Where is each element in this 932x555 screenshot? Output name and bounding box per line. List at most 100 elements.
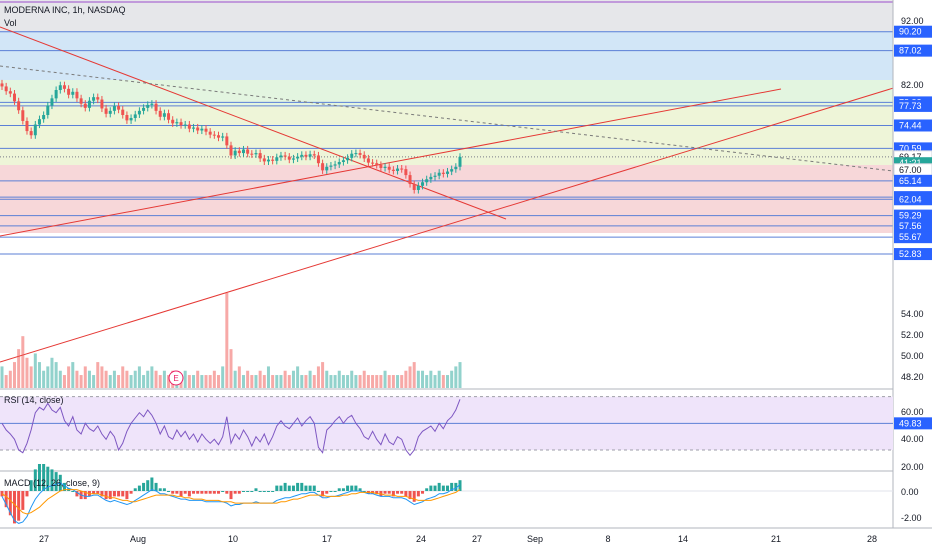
price-axis-label: 52.00 — [901, 330, 924, 340]
price-axis[interactable]: 92.00 82.00 54.00 52.00 50.00 48.20 60.00 40.00… — [901, 16, 924, 523]
volume-bar — [400, 375, 404, 388]
candle — [29, 131, 33, 136]
candle — [17, 101, 21, 111]
volume-bar — [200, 375, 204, 388]
volume-bar — [437, 370, 441, 388]
candle — [350, 153, 354, 158]
volume-bar — [341, 375, 345, 388]
volume-bar — [92, 375, 96, 388]
macd-histogram-bar — [358, 488, 362, 491]
macd-pane[interactable] — [0, 464, 893, 524]
time-axis[interactable]: 27 Aug 10 17 24 27 Sep 8 14 21 28 — [39, 534, 877, 544]
price-tag-label: 59.29 — [899, 211, 922, 221]
earnings-marker[interactable]: E — [168, 370, 184, 386]
macd-histogram-bar — [229, 491, 233, 500]
candle — [46, 105, 50, 116]
macd-histogram-bar — [46, 466, 50, 491]
price-tag-label: 69.17 — [899, 152, 922, 162]
macd-histogram-bar — [446, 485, 450, 491]
macd-histogram-bar — [458, 480, 462, 491]
svg-text:E: E — [173, 374, 178, 383]
macd-histogram-bar — [329, 491, 333, 492]
volume-bar — [71, 362, 75, 388]
macd-histogram-bar — [316, 491, 320, 492]
volume-bar — [287, 375, 291, 388]
volume-label: Vol — [4, 18, 17, 28]
volume-bar — [375, 375, 379, 388]
candle — [225, 136, 229, 146]
volume-bar — [37, 362, 41, 388]
macd-histogram-bar — [225, 491, 229, 494]
candle — [62, 85, 66, 89]
macd-histogram-bar — [262, 491, 266, 492]
macd-histogram-bar — [221, 491, 225, 492]
candle — [450, 169, 454, 172]
macd-histogram-bar — [196, 491, 200, 494]
volume-bar — [87, 370, 91, 388]
macd-histogram-bar — [154, 482, 158, 491]
volume-bar — [62, 375, 66, 388]
volume-bar — [404, 370, 408, 388]
price-tag-label: 52.83 — [899, 249, 922, 259]
chart-title: MODERNA INC, 1h, NASDAQ — [4, 5, 126, 15]
macd-histogram-bar — [346, 485, 350, 491]
volume-bar — [217, 375, 221, 388]
candle — [33, 124, 37, 136]
price-tag-label: 62.04 — [899, 194, 922, 204]
macd-histogram-bar — [50, 469, 54, 491]
volume-bar — [162, 370, 166, 388]
macd-histogram-bar — [112, 491, 116, 497]
volume-bar — [21, 336, 25, 388]
macd-histogram-bar — [266, 491, 270, 492]
macd-histogram-bar — [254, 488, 258, 491]
candle — [25, 120, 29, 132]
macd-histogram-bar — [192, 491, 196, 494]
macd-histogram-bar — [204, 491, 208, 494]
candle — [275, 157, 279, 161]
price-tag-label: 70.59 — [899, 143, 922, 153]
trend-lines — [0, 26, 893, 363]
volume-bar — [241, 375, 245, 388]
volume-bar — [354, 375, 358, 388]
macd-histogram-bar — [416, 491, 420, 497]
candle — [358, 153, 362, 155]
candle — [233, 150, 237, 156]
volume-bar — [58, 370, 62, 388]
rsi-pane[interactable] — [0, 396, 893, 457]
rsi-title: RSI (14, close) — [4, 395, 64, 405]
macd-histogram-bar — [387, 491, 391, 494]
candle — [266, 159, 270, 162]
volume-bar — [250, 375, 254, 388]
macd-histogram-bar — [96, 491, 100, 494]
candle — [121, 109, 125, 116]
candle — [454, 166, 458, 170]
volume-bar — [379, 375, 383, 388]
time-axis-label: 14 — [678, 534, 688, 544]
volume-bar — [104, 370, 108, 388]
candle — [83, 103, 87, 108]
volume-bar — [8, 370, 12, 388]
volume-bar — [346, 375, 350, 388]
rsi-axis-label: 40.00 — [901, 434, 924, 444]
time-axis-label: 24 — [416, 534, 426, 544]
candle — [304, 154, 308, 157]
volume-bar — [387, 375, 391, 388]
macd-histogram-bar — [454, 482, 458, 491]
fib-band — [0, 0, 893, 31]
candle — [400, 168, 404, 170]
volume-bar — [421, 370, 425, 388]
candle — [125, 115, 129, 121]
volume-bar — [258, 370, 262, 388]
price-tag-label: 65.14 — [899, 176, 922, 186]
candle — [0, 83, 4, 87]
rsi-axis-label: 60.00 — [901, 407, 924, 417]
price-tag-label: 77.73 — [899, 101, 922, 111]
volume-bar — [196, 370, 200, 388]
macd-histogram-bar — [325, 491, 329, 494]
macd-histogram-bar — [29, 480, 33, 491]
candle — [287, 156, 291, 160]
candle — [291, 158, 295, 160]
volume-bar — [366, 375, 370, 388]
macd-title: MACD (12, 26, close, 9) — [4, 478, 100, 488]
